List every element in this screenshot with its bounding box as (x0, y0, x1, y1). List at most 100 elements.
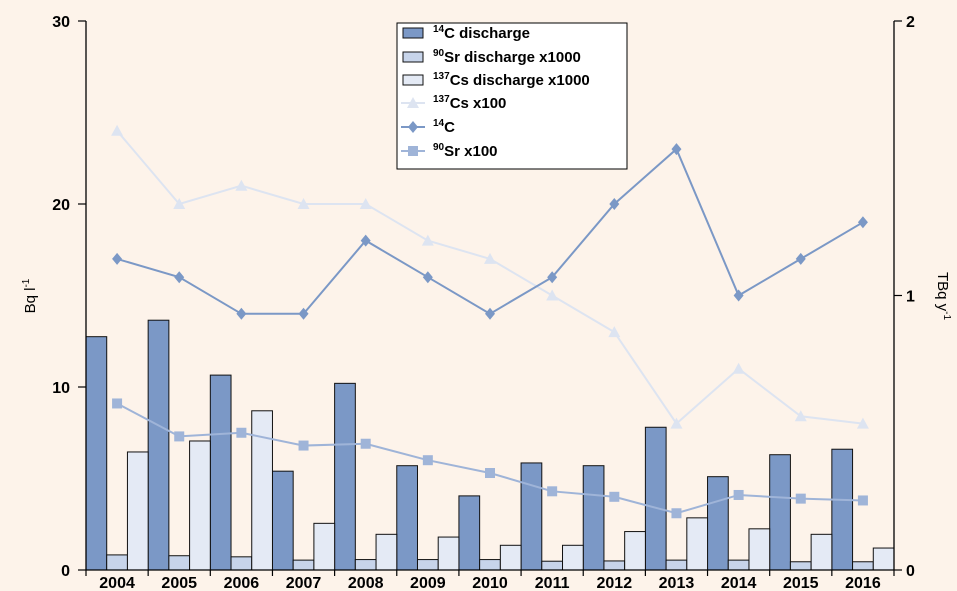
point-cs137_line-2015 (794, 410, 807, 422)
bar-c14_discharge-2014 (707, 476, 729, 571)
point-cs137_line-2013 (670, 417, 683, 429)
point-sr90_line-2007 (298, 440, 309, 451)
point-c14_line-2013 (671, 143, 682, 156)
bar-cs137_discharge-2007 (313, 522, 336, 571)
bar-cs137_discharge-2014 (748, 528, 771, 571)
x-tick-label-2014: 2014 (721, 575, 757, 591)
point-cs137_line-2007 (297, 198, 310, 209)
point-c14_line-2014 (733, 289, 744, 302)
bar-c14_discharge-2011 (520, 462, 543, 571)
legend-label-c14_line: 14C (433, 118, 455, 136)
bar-cs137_discharge-2011 (562, 544, 584, 571)
legend-label-c14_discharge: 14C discharge (433, 24, 530, 42)
legend-label-sr90_discharge: 90Sr discharge x1000 (433, 48, 581, 66)
bar-sr90_discharge-2011 (541, 560, 564, 571)
bar-c14_discharge-2010 (458, 495, 481, 571)
bar-c14_discharge-2013 (644, 426, 667, 571)
point-cs137_line-2009 (421, 234, 434, 246)
point-c14_line-2006 (236, 307, 247, 320)
point-sr90_line-2015 (795, 493, 806, 504)
x-tick-label-2008: 2008 (348, 575, 384, 591)
bar-cs137_discharge-2016 (872, 547, 895, 571)
point-sr90_line-2009 (422, 455, 433, 466)
x-tick-label-2005: 2005 (161, 575, 197, 591)
right-tick-label-1: 1 (906, 289, 915, 306)
right-tick-label-0: 0 (906, 563, 915, 580)
legend-label-cs137_discharge: 137Cs discharge x1000 (433, 71, 590, 89)
point-cs137_line-2006 (235, 179, 248, 191)
legend-label-sr90_line: 90Sr x100 (433, 142, 498, 160)
legend-swatch-c14_discharge (402, 27, 424, 39)
right-axis-title-text: TBq y-1 (934, 272, 952, 321)
point-c14_line-2008 (360, 234, 371, 247)
bar-sr90_discharge-2006 (230, 556, 253, 571)
bar-cs137_discharge-2012 (624, 531, 646, 571)
bar-sr90_discharge-2015 (789, 561, 812, 571)
bar-cs137_discharge-2008 (375, 533, 398, 571)
point-sr90_line-2008 (360, 438, 371, 449)
x-tick-label-2016: 2016 (845, 575, 881, 591)
bar-c14_discharge-2007 (271, 470, 294, 571)
bar-sr90_discharge-2013 (665, 559, 688, 571)
bar-sr90_discharge-2004 (106, 554, 128, 571)
point-sr90_line-2005 (174, 431, 185, 442)
x-tick-label-2007: 2007 (286, 575, 322, 591)
bar-sr90_discharge-2008 (354, 559, 377, 571)
legend-swatch-cs137_discharge (402, 74, 424, 86)
bar-cs137_discharge-2010 (499, 544, 522, 571)
point-cs137_line-2011 (546, 289, 559, 301)
legend-label-cs137_line: 137Cs x100 (433, 94, 506, 112)
bar-c14_discharge-2008 (334, 382, 356, 571)
left-axis-title-text: Bq l-1 (21, 278, 39, 313)
point-c14_line-2005 (174, 271, 185, 284)
bar-c14_discharge-2005 (147, 319, 170, 571)
bar-cs137_discharge-2009 (437, 536, 460, 571)
legend: 14C discharge 90Sr discharge x1000 137Cs d… (396, 22, 628, 170)
point-cs137_line-2004 (111, 124, 124, 136)
point-sr90_line-2004 (112, 398, 123, 409)
axes-layer: 0 10 20 30 0 1 2 2004 2005 2006 2007 2008 2009 2010 20… (21, 14, 952, 591)
point-sr90_line-2006 (236, 427, 247, 438)
bar-sr90_discharge-2014 (727, 559, 750, 571)
bar-c14_discharge-2009 (396, 465, 418, 571)
point-cs137_line-2008 (359, 198, 372, 209)
point-cs137_line-2005 (173, 198, 186, 209)
x-tick-label-2012: 2012 (597, 575, 633, 591)
point-c14_line-2011 (547, 271, 558, 284)
point-c14_line-2015 (795, 252, 806, 265)
bar-sr90_discharge-2005 (168, 555, 191, 571)
point-sr90_line-2011 (547, 486, 558, 497)
x-tick-label-2015: 2015 (783, 575, 819, 591)
x-tick-label-2010: 2010 (472, 575, 508, 591)
point-sr90_line-2014 (733, 489, 744, 500)
bar-c14_discharge-2004 (85, 336, 108, 571)
bar-c14_discharge-2006 (209, 374, 232, 571)
bar-sr90_discharge-2009 (416, 559, 439, 571)
point-c14_line-2004 (112, 252, 123, 265)
left-tick-label-30: 30 (52, 14, 70, 31)
bar-cs137_discharge-2015 (810, 533, 833, 571)
point-c14_line-2009 (422, 271, 433, 284)
point-sr90_line-2013 (671, 508, 682, 519)
legend-marker-cs137_line (407, 97, 419, 108)
bar-cs137_discharge-2004 (126, 451, 149, 571)
legend-marker-sr90_line (408, 146, 418, 156)
point-sr90_line-2016 (857, 495, 868, 506)
bar-c14_discharge-2015 (769, 454, 791, 571)
point-c14_line-2016 (857, 216, 868, 229)
legend-swatch-sr90_discharge (402, 51, 424, 63)
bar-cs137_discharge-2013 (686, 517, 709, 571)
right-tick-label-2: 2 (906, 14, 915, 31)
left-tick-label-10: 10 (52, 380, 70, 397)
bars-layer (85, 319, 895, 571)
x-tick-label-2009: 2009 (410, 575, 446, 591)
legend-marker-c14_line (408, 121, 418, 133)
lines-layer (111, 124, 869, 519)
left-tick-label-0: 0 (61, 563, 70, 580)
point-cs137_line-2010 (484, 252, 496, 264)
line-c14_line (116, 147, 864, 315)
point-c14_line-2007 (298, 307, 309, 320)
left-axis-title: Bq l-1 (21, 278, 39, 313)
bar-sr90_discharge-2012 (603, 560, 626, 571)
bar-c14_discharge-2016 (831, 448, 854, 571)
